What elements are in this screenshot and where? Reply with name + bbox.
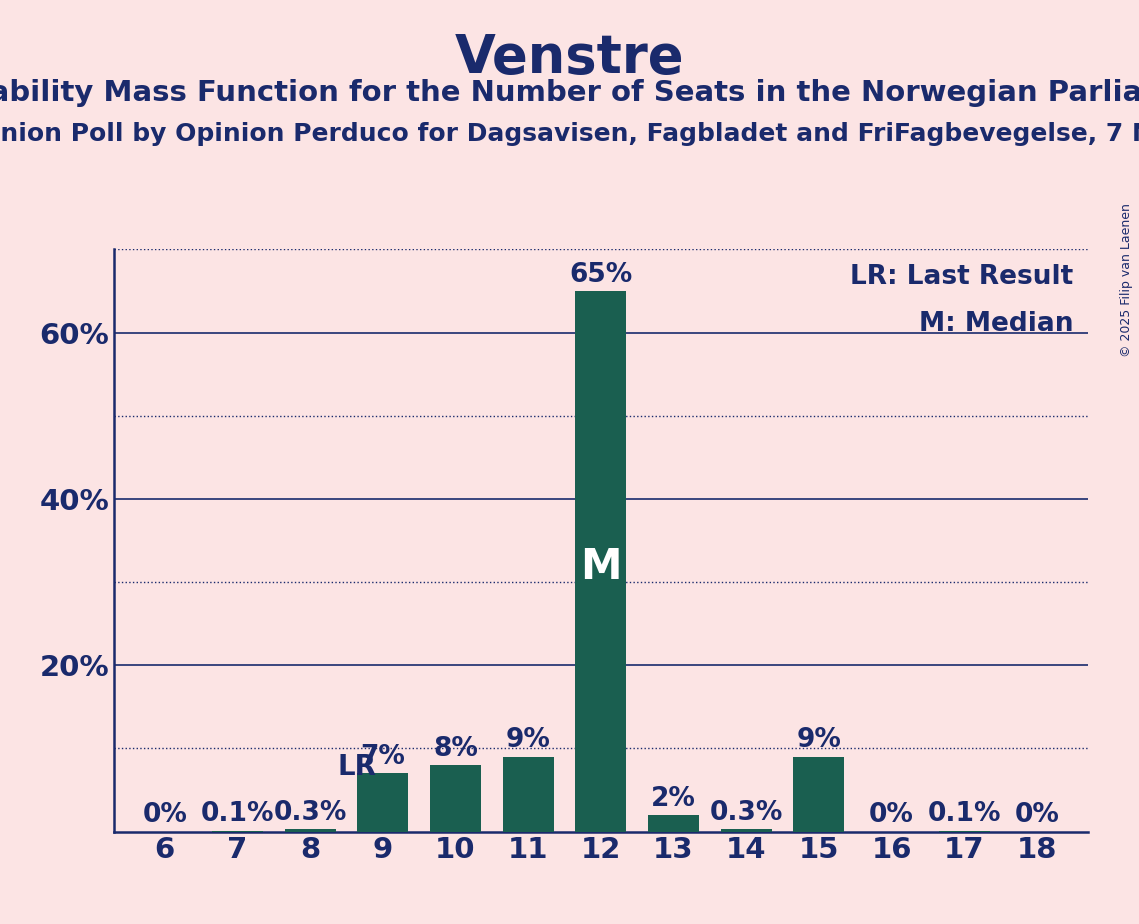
Bar (502, 757, 554, 832)
Text: 2%: 2% (652, 785, 696, 811)
Text: Probability Mass Function for the Number of Seats in the Norwegian Parliament: Probability Mass Function for the Number… (0, 79, 1139, 106)
Text: LR: LR (338, 752, 377, 781)
Text: 0%: 0% (142, 802, 187, 828)
Text: 0.3%: 0.3% (273, 800, 346, 826)
Text: 0%: 0% (1015, 802, 1059, 828)
Text: 0.1%: 0.1% (927, 801, 1001, 828)
Text: 0.1%: 0.1% (200, 801, 274, 828)
Text: © 2025 Filip van Laenen: © 2025 Filip van Laenen (1121, 203, 1133, 358)
Bar (358, 773, 408, 832)
Text: 65%: 65% (570, 261, 632, 287)
Bar (648, 815, 699, 832)
Text: 8%: 8% (433, 736, 478, 761)
Text: an Opinion Poll by Opinion Perduco for Dagsavisen, Fagbladet and FriFagbevegelse: an Opinion Poll by Opinion Perduco for D… (0, 122, 1139, 146)
Bar (575, 291, 626, 832)
Bar (431, 765, 481, 832)
Text: 9%: 9% (506, 727, 550, 753)
Text: 9%: 9% (796, 727, 842, 753)
Text: 0.3%: 0.3% (710, 800, 782, 826)
Text: Venstre: Venstre (454, 32, 685, 84)
Text: 0%: 0% (869, 802, 913, 828)
Bar (794, 757, 844, 832)
Text: M: Median: M: Median (919, 310, 1073, 336)
Bar (285, 829, 336, 832)
Text: 7%: 7% (360, 744, 405, 770)
Bar (721, 829, 771, 832)
Text: M: M (580, 546, 622, 588)
Text: LR: Last Result: LR: Last Result (850, 264, 1073, 290)
